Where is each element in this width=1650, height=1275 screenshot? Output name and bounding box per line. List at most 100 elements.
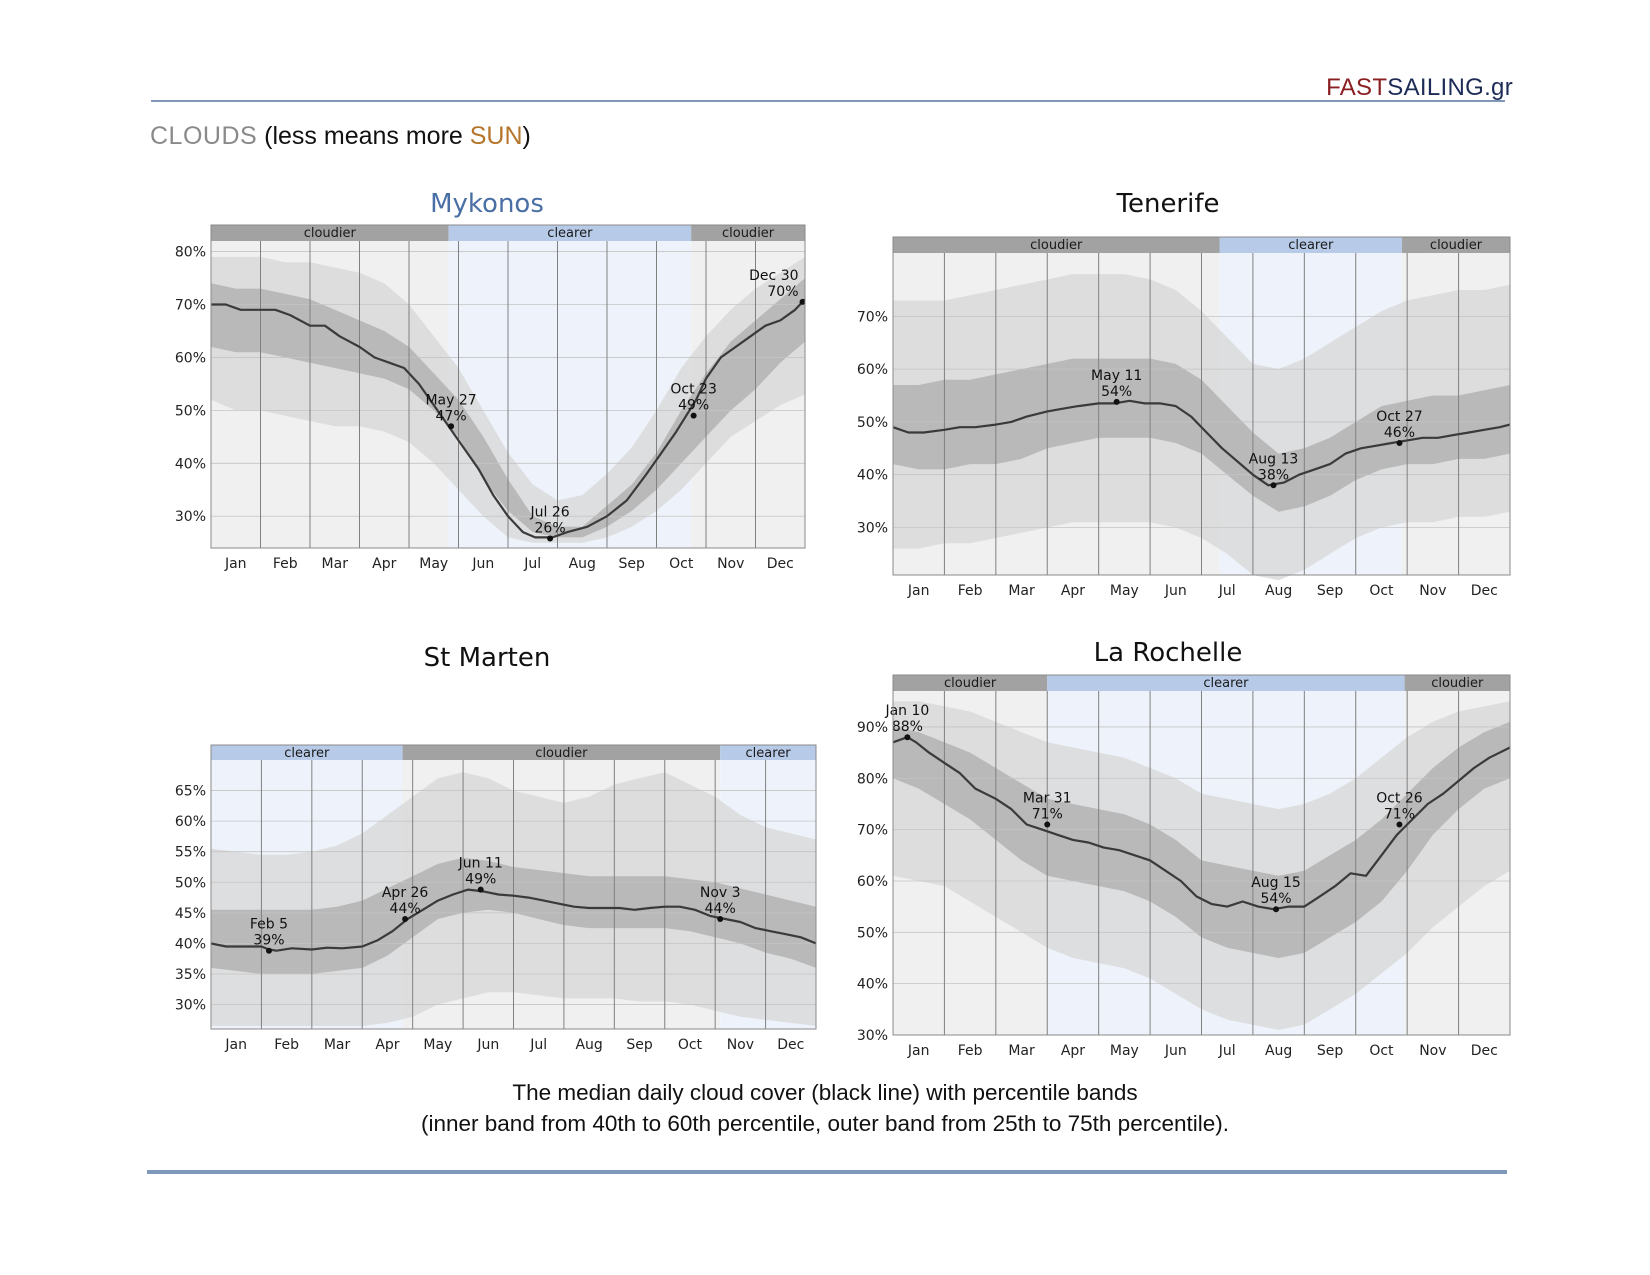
bottom-rule <box>147 1170 1507 1174</box>
season-label-cloudier: cloudier <box>944 676 997 691</box>
annotation-value: 39% <box>253 933 284 949</box>
chart-title: La Rochelle <box>1094 638 1243 668</box>
chart-tenerife: Tenerife cloudier clearer cloudier 30% 40% 50%… <box>857 189 1511 599</box>
season-band-clearer <box>1219 237 1403 253</box>
top-rule <box>151 100 1505 102</box>
y-tick-label: 35% <box>175 967 206 983</box>
y-tick-label: 60% <box>857 362 888 378</box>
y-tick-label: 30% <box>175 509 206 525</box>
annotation-point <box>1396 440 1403 447</box>
x-tick-label: Sep <box>1317 1043 1344 1059</box>
annotation-date: May 11 <box>1091 368 1142 384</box>
x-tick-label: Jan <box>224 1037 247 1053</box>
y-tick-label: 50% <box>857 925 888 941</box>
y-tick-label: 65% <box>175 784 206 800</box>
annotation-point <box>477 886 484 893</box>
title-subtitle-sun: SUN <box>469 122 523 150</box>
x-tick-label: Dec <box>1471 583 1498 599</box>
y-tick-label: 30% <box>175 998 206 1014</box>
y-tick-label: 60% <box>857 874 888 890</box>
x-tick-label: Jan <box>907 583 930 599</box>
annotation-value: 44% <box>705 901 736 917</box>
y-tick-label: 50% <box>175 875 206 891</box>
season-band-cloudier <box>691 225 805 241</box>
annotation-value: 38% <box>1258 467 1289 483</box>
annotation-point <box>904 734 911 741</box>
y-tick-label: 55% <box>175 845 206 861</box>
season-label-clearer: clearer <box>284 746 330 761</box>
annotation-point <box>1273 906 1280 913</box>
x-tick-label: Dec <box>767 556 794 572</box>
chart-title: Tenerife <box>1116 189 1220 219</box>
x-tick-label: Mar <box>324 1037 351 1053</box>
x-tick-label: Feb <box>958 583 983 599</box>
x-tick-label: Dec <box>777 1037 804 1053</box>
annotation-date: Feb 5 <box>250 917 288 933</box>
annotation-value: 46% <box>1384 425 1415 441</box>
title-clouds: CLOUDS <box>150 122 258 150</box>
annotation-date: Oct 27 <box>1376 409 1422 425</box>
y-tick-label: 80% <box>175 245 206 261</box>
x-tick-label: Nov <box>727 1037 754 1053</box>
y-tick-label: 45% <box>175 906 206 922</box>
annotation-value: 49% <box>465 872 496 888</box>
season-band-cloudier <box>211 225 449 241</box>
x-tick-label: Jul <box>523 556 541 572</box>
season-band-cloudier <box>402 745 721 760</box>
x-tick-label: Dec <box>1471 1043 1498 1059</box>
x-tick-label: Apr <box>1061 1043 1085 1059</box>
annotation-value: 54% <box>1260 891 1291 907</box>
season-band-cloudier <box>1402 237 1510 253</box>
annotation-date: Oct 23 <box>670 382 716 398</box>
annotation-value: 44% <box>390 901 421 917</box>
x-tick-label: Jul <box>1218 583 1236 599</box>
y-tick-label: 40% <box>175 936 206 952</box>
annotation-point <box>690 412 697 419</box>
x-tick-label: Aug <box>569 556 596 572</box>
x-tick-label: Nov <box>717 556 744 572</box>
x-tick-label: May <box>1110 1043 1139 1059</box>
annotation-value: 54% <box>1101 384 1132 400</box>
season-label-cloudier: cloudier <box>535 746 588 761</box>
x-tick-label: Jun <box>471 556 494 572</box>
season-band-clearer <box>211 745 403 760</box>
brand-logo: FASTSAILING.gr <box>1326 74 1513 102</box>
title-subtitle-open: (less means more <box>257 122 470 150</box>
plot-frame <box>892 674 1511 1036</box>
annotation-date: Jul 26 <box>529 504 569 520</box>
caption-line-1: The median daily cloud cover (black line… <box>512 1080 1138 1105</box>
y-tick-label: 70% <box>175 298 206 314</box>
season-label-cloudier: cloudier <box>722 226 775 241</box>
y-tick-label: 50% <box>175 403 206 419</box>
x-tick-label: May <box>1110 583 1139 599</box>
x-tick-label: Sep <box>619 556 646 572</box>
x-tick-label: Sep <box>626 1037 653 1053</box>
x-tick-label: May <box>423 1037 452 1053</box>
annotation-date: Aug 13 <box>1249 451 1299 467</box>
x-tick-label: Jul <box>1218 1043 1236 1059</box>
chart-st-marten: St Marten clearer cloudier clearer 30% 35% 40%… <box>175 643 817 1053</box>
x-tick-label: Sep <box>1317 583 1344 599</box>
chart-la-rochelle: La Rochelle cloudier clearer cloudier 30% 40%… <box>857 638 1511 1059</box>
annotation-point <box>402 915 409 922</box>
x-tick-label: Aug <box>1265 1043 1292 1059</box>
plot-frame <box>210 744 817 1030</box>
x-tick-label: Jun <box>1164 583 1187 599</box>
annotation-value: 71% <box>1384 806 1415 822</box>
x-tick-label: Feb <box>273 556 298 572</box>
season-band-cloudier <box>893 237 1220 253</box>
title-subtitle-close: ) <box>522 122 531 150</box>
season-label-cloudier: cloudier <box>304 226 357 241</box>
y-tick-label: 40% <box>857 977 888 993</box>
brand-part-sailing: SAILING.gr <box>1387 74 1513 101</box>
brand-part-fast: FAST <box>1326 74 1388 101</box>
y-tick-label: 40% <box>857 468 888 484</box>
x-tick-label: Apr <box>372 556 396 572</box>
chart-title: St Marten <box>424 643 551 673</box>
annotation-date: May 27 <box>425 392 476 408</box>
annotation-value: 88% <box>892 719 923 735</box>
y-tick-label: 80% <box>857 771 888 787</box>
annotation-point <box>799 298 806 305</box>
annotation-point <box>1113 398 1120 405</box>
season-label-clearer: clearer <box>1288 238 1334 253</box>
